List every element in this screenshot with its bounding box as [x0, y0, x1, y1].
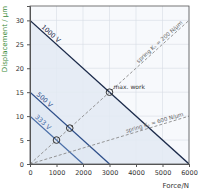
tick-label: 15 [16, 89, 24, 97]
tick-mark [27, 20, 30, 21]
tick: 5000 [155, 164, 172, 177]
tick: 30 [16, 17, 30, 25]
line [30, 20, 189, 164]
tick-mark [27, 164, 30, 165]
tick: 0 [28, 164, 32, 177]
point [53, 137, 60, 144]
tick-mark [83, 164, 84, 167]
tick-label: 1000 [49, 169, 66, 177]
tick-mark [136, 164, 137, 167]
tick: 10 [16, 113, 30, 121]
tick-label: 20 [16, 65, 24, 73]
grid [30, 6, 189, 164]
x-axis-title: Force/N [162, 182, 189, 190]
tick: 20 [16, 65, 30, 73]
tick: 15 [16, 89, 30, 97]
labels: 1000 V 500 V 333 V spring Kₛ = 200 N/µm spri… [33, 19, 184, 134]
tick: 6000 [181, 164, 198, 177]
tick: 2000 [75, 164, 92, 177]
axis-line [27, 7, 31, 165]
tick: 25 [16, 41, 30, 49]
line [30, 116, 189, 164]
tick-label: 30 [16, 17, 24, 25]
tick-label: 2000 [75, 169, 92, 177]
tick-label: 5000 [155, 169, 172, 177]
tick-label: 3000 [102, 169, 119, 177]
tick: 0 [20, 161, 30, 169]
tick-mark [27, 68, 30, 69]
tick-label: 10 [16, 113, 24, 121]
tick: 3000 [102, 164, 119, 177]
tick-label: 4000 [128, 169, 145, 177]
x-axis: 0 1000 2000 3000 4000 5000 6000 [28, 164, 197, 177]
annotation: max. work [114, 83, 146, 90]
series-label: spring Kₛ = 600 N/µm [125, 111, 184, 135]
tick-label: 6000 [181, 169, 198, 177]
tick-mark [110, 164, 111, 167]
tick-mark [189, 164, 190, 167]
series-label: spring Kₛ = 200 N/µm [135, 19, 184, 64]
tick-mark [57, 164, 58, 167]
tick-label: 25 [16, 41, 24, 49]
series-label: 1000 V [40, 23, 63, 45]
tick-label: 0 [28, 169, 32, 177]
axis-line [31, 165, 190, 168]
tick-mark [27, 44, 30, 45]
series-label: 333 V [33, 113, 53, 132]
point [106, 89, 113, 96]
y-axis: 0 5 10 15 20 25 30 [16, 7, 31, 169]
series-label: 500 V [35, 91, 55, 110]
tick-mark [27, 116, 30, 117]
marks [30, 20, 189, 164]
area [30, 20, 189, 164]
tick: 5 [20, 137, 30, 145]
line [30, 20, 189, 164]
tick-mark [27, 92, 30, 93]
chart: 1000 V 500 V 333 V spring Kₛ = 200 N/µm spri… [0, 0, 200, 192]
plot-background [30, 6, 189, 164]
tick-label: 0 [20, 161, 24, 169]
tick-label: 5 [20, 137, 24, 145]
tick: 1000 [49, 164, 66, 177]
y-axis-title: Displacement / µm [1, 6, 9, 72]
plot: 1000 V 500 V 333 V spring Kₛ = 200 N/µm spri… [16, 6, 198, 177]
grid-line [30, 20, 189, 21]
tick-mark [27, 140, 30, 141]
plot-frame [30, 6, 189, 164]
tick: 4000 [128, 164, 145, 177]
point [66, 125, 73, 132]
tick-mark [163, 164, 164, 167]
